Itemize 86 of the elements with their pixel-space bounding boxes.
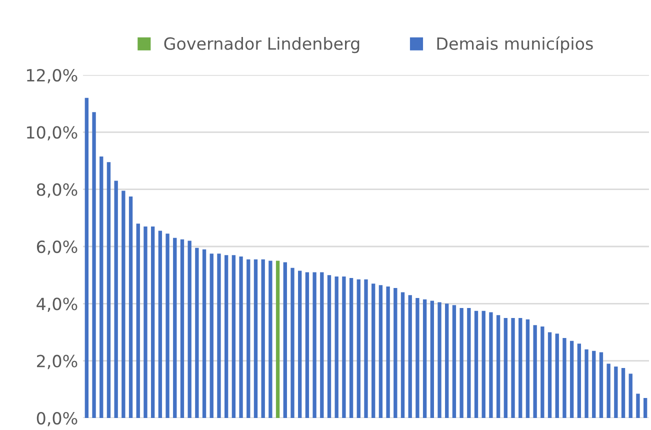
bar bbox=[482, 310, 486, 418]
bar bbox=[628, 374, 632, 418]
bar bbox=[100, 156, 104, 418]
bar bbox=[92, 112, 96, 418]
bar bbox=[540, 326, 544, 418]
bar bbox=[261, 259, 265, 418]
bar bbox=[246, 259, 250, 418]
bar bbox=[239, 256, 243, 418]
bar bbox=[290, 268, 294, 418]
y-tick-label: 4,0% bbox=[36, 298, 78, 312]
bar bbox=[305, 272, 310, 418]
bar bbox=[577, 344, 582, 418]
bar bbox=[122, 190, 126, 418]
y-tick-label: 6,0% bbox=[36, 240, 78, 255]
bar bbox=[386, 286, 390, 418]
bar bbox=[614, 366, 618, 418]
bar bbox=[636, 394, 640, 418]
bar bbox=[474, 310, 478, 418]
y-tick-label: 2,0% bbox=[37, 354, 78, 370]
bar bbox=[467, 308, 471, 418]
bar bbox=[584, 349, 588, 418]
bar bbox=[430, 300, 434, 418]
bar bbox=[592, 350, 596, 418]
y-tick-label: 0,0% bbox=[36, 412, 78, 426]
bar bbox=[416, 298, 420, 418]
bar bbox=[438, 302, 442, 418]
bar bbox=[254, 259, 258, 418]
bar bbox=[128, 196, 133, 418]
bar bbox=[210, 254, 214, 418]
bar bbox=[144, 226, 148, 418]
bar bbox=[511, 318, 515, 418]
bar bbox=[342, 276, 346, 418]
bar bbox=[217, 254, 221, 418]
bar bbox=[526, 319, 530, 418]
bar bbox=[232, 255, 236, 418]
bar bbox=[276, 260, 280, 418]
bar bbox=[166, 234, 170, 418]
bar bbox=[452, 305, 456, 418]
bar bbox=[400, 292, 405, 418]
bar bbox=[408, 295, 412, 418]
bar bbox=[518, 318, 522, 418]
bar bbox=[114, 180, 118, 418]
bar bbox=[150, 226, 155, 418]
bar bbox=[496, 315, 500, 418]
bar bbox=[283, 262, 287, 418]
bar bbox=[422, 299, 427, 418]
bar bbox=[327, 275, 332, 418]
y-tick-label: 10,0% bbox=[27, 126, 78, 140]
legend-label: Governador Lindenberg bbox=[164, 37, 360, 54]
bar bbox=[460, 308, 464, 418]
bar bbox=[106, 162, 111, 418]
bar bbox=[224, 255, 228, 418]
bar bbox=[356, 279, 360, 418]
bar bbox=[570, 340, 574, 418]
bar bbox=[599, 352, 604, 418]
bar bbox=[173, 238, 177, 418]
bar bbox=[562, 338, 566, 418]
bar bbox=[555, 334, 559, 418]
bar bbox=[158, 230, 162, 418]
bar bbox=[445, 304, 449, 418]
bar bbox=[489, 312, 493, 418]
bar bbox=[394, 288, 398, 418]
bar bbox=[268, 260, 272, 418]
bar bbox=[312, 272, 316, 418]
bar bbox=[621, 368, 626, 418]
bar bbox=[372, 284, 376, 418]
bar bbox=[188, 240, 192, 418]
bar bbox=[606, 364, 610, 418]
bar bbox=[643, 398, 648, 418]
bar bbox=[334, 276, 338, 418]
bar bbox=[202, 249, 206, 418]
bar bbox=[195, 248, 199, 418]
y-tick-label: 8,0% bbox=[36, 183, 78, 198]
legend-label: Demais municípios bbox=[437, 36, 593, 54]
bar bbox=[320, 272, 324, 418]
bar bbox=[136, 224, 140, 418]
bar bbox=[533, 325, 537, 418]
bar bbox=[84, 98, 89, 418]
bar bbox=[548, 332, 552, 418]
bar bbox=[349, 278, 354, 418]
bar bbox=[378, 285, 383, 418]
y-tick-label: 12,0% bbox=[27, 68, 78, 84]
bar bbox=[504, 318, 508, 418]
bar bbox=[298, 270, 302, 418]
bar bbox=[364, 279, 368, 418]
bar bbox=[180, 239, 184, 418]
